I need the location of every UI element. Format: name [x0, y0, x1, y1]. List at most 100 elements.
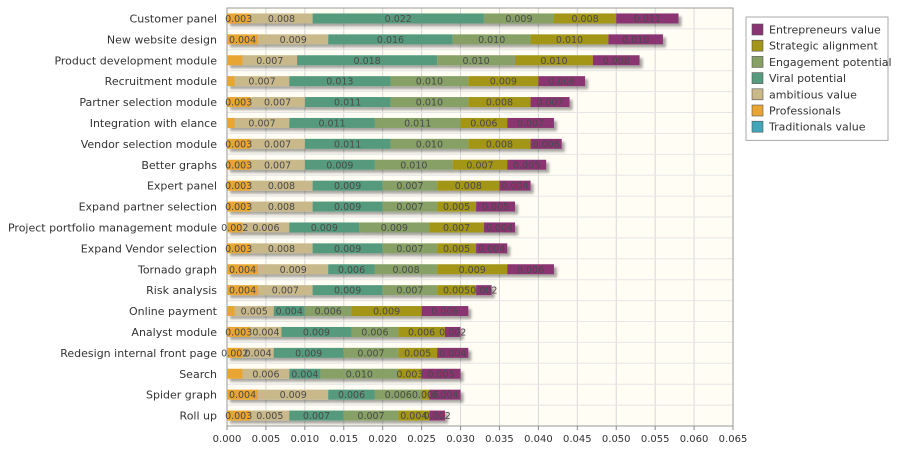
bar-group	[227, 410, 445, 421]
bar-segment	[289, 222, 360, 233]
data-label: 0.009	[505, 14, 532, 25]
data-label: 0.003	[225, 202, 252, 213]
category-label: Search	[179, 368, 217, 381]
bar-segment	[258, 389, 329, 400]
bar-segment	[250, 138, 305, 149]
bar-segment	[258, 264, 329, 275]
data-label: 0.010	[400, 160, 427, 171]
data-label: 0.009	[326, 160, 353, 171]
data-label: 0.008	[548, 77, 575, 88]
bar-segment	[227, 326, 251, 337]
data-label: 0.006	[338, 265, 365, 276]
category-label: Product development module	[54, 54, 217, 67]
data-label: 0.010	[540, 56, 567, 67]
bar-segment	[343, 410, 399, 421]
bar-segment	[258, 285, 313, 296]
bar-segment	[429, 222, 484, 233]
data-label: 0.008	[571, 14, 598, 25]
bar-segment	[460, 117, 508, 128]
category-label: Spider graph	[146, 389, 217, 402]
data-label: 0.010	[346, 369, 373, 380]
data-label: 0.002	[424, 411, 451, 422]
bar-segment	[351, 326, 399, 337]
data-label: 0.006	[431, 307, 458, 318]
plot-border	[226, 7, 734, 427]
data-label: 0.002	[439, 327, 466, 338]
data-label: 0.022	[385, 14, 412, 25]
bar-segment	[250, 180, 313, 191]
data-label: 0.004	[229, 265, 256, 276]
bar-group	[227, 76, 586, 87]
data-label: 0.009	[334, 244, 361, 255]
bar-segment	[382, 285, 438, 296]
legend-entry: Entrepreneurs value	[769, 24, 881, 37]
bar-segment	[390, 138, 469, 149]
bar-segment	[227, 117, 235, 128]
data-label: 0.009	[295, 348, 322, 359]
bar-segment	[328, 34, 453, 45]
bar-group	[227, 389, 461, 400]
legend-swatch	[751, 88, 764, 101]
bar-group	[227, 201, 516, 212]
bar-segment	[227, 243, 251, 254]
data-label: 0.006	[412, 390, 439, 401]
data-label: 0.008	[603, 56, 630, 67]
bar-segment	[304, 159, 375, 170]
bar-segment	[273, 347, 344, 358]
bar-segment	[312, 180, 383, 191]
bar-group	[227, 285, 492, 296]
data-label: 0.008	[268, 14, 295, 25]
bar-segment	[227, 264, 259, 275]
bar-segment	[398, 326, 445, 337]
data-label: 0.009	[311, 223, 338, 234]
bar-segment	[328, 389, 375, 400]
bar-segment	[468, 138, 531, 149]
bar-segment	[499, 180, 531, 191]
data-label: 0.007	[272, 286, 299, 297]
bar-group	[227, 347, 469, 358]
bar-segment	[468, 76, 539, 87]
data-label: 0.007	[536, 98, 563, 109]
category-label: Tornado graph	[137, 263, 217, 276]
data-label: 0.004	[501, 181, 528, 192]
data-label: 0.007	[443, 223, 470, 234]
data-label: 0.007	[248, 77, 275, 88]
bar-segment	[312, 243, 383, 254]
bar-segment	[227, 13, 251, 24]
bar-segment	[390, 97, 469, 108]
legend-swatch	[751, 104, 764, 117]
data-label: 0.004	[229, 390, 256, 401]
bar-segment	[437, 201, 477, 212]
category-label: Expert panel	[147, 180, 217, 193]
bar-segment	[437, 264, 508, 275]
bar-segment	[483, 13, 554, 24]
bar-segment	[281, 326, 352, 337]
bar-segment	[297, 55, 438, 66]
data-label: 0.010	[416, 77, 443, 88]
data-label: 0.009	[381, 223, 408, 234]
bar-segment	[429, 389, 461, 400]
category-label: Integration with elance	[90, 117, 218, 130]
data-label: 0.004	[245, 348, 272, 359]
x-tick-label: 0.045	[563, 434, 592, 445]
x-tick-label: 0.000	[213, 434, 242, 445]
data-label: 0.011	[334, 139, 361, 150]
category-label: Redesign internal front page	[60, 347, 217, 360]
bar-segment	[227, 410, 251, 421]
legend-entry: Traditionals value	[768, 121, 866, 134]
bar-segment	[476, 285, 492, 296]
data-label: 0.010	[622, 35, 649, 46]
data-label: 0.003	[225, 181, 252, 192]
data-label: 0.010	[463, 56, 490, 67]
bar-segment	[242, 347, 274, 358]
data-label: 0.007	[517, 118, 544, 129]
bar-segment	[328, 264, 375, 275]
category-label: Customer panel	[130, 12, 217, 25]
data-label: 0.007	[396, 181, 423, 192]
bar-segment	[227, 76, 235, 87]
x-tick-label: 0.065	[719, 434, 748, 445]
data-label: 0.006	[470, 118, 497, 129]
bar-segment	[289, 368, 321, 379]
category-label: New website design	[107, 33, 217, 46]
legend-entry: Professionals	[769, 105, 841, 118]
